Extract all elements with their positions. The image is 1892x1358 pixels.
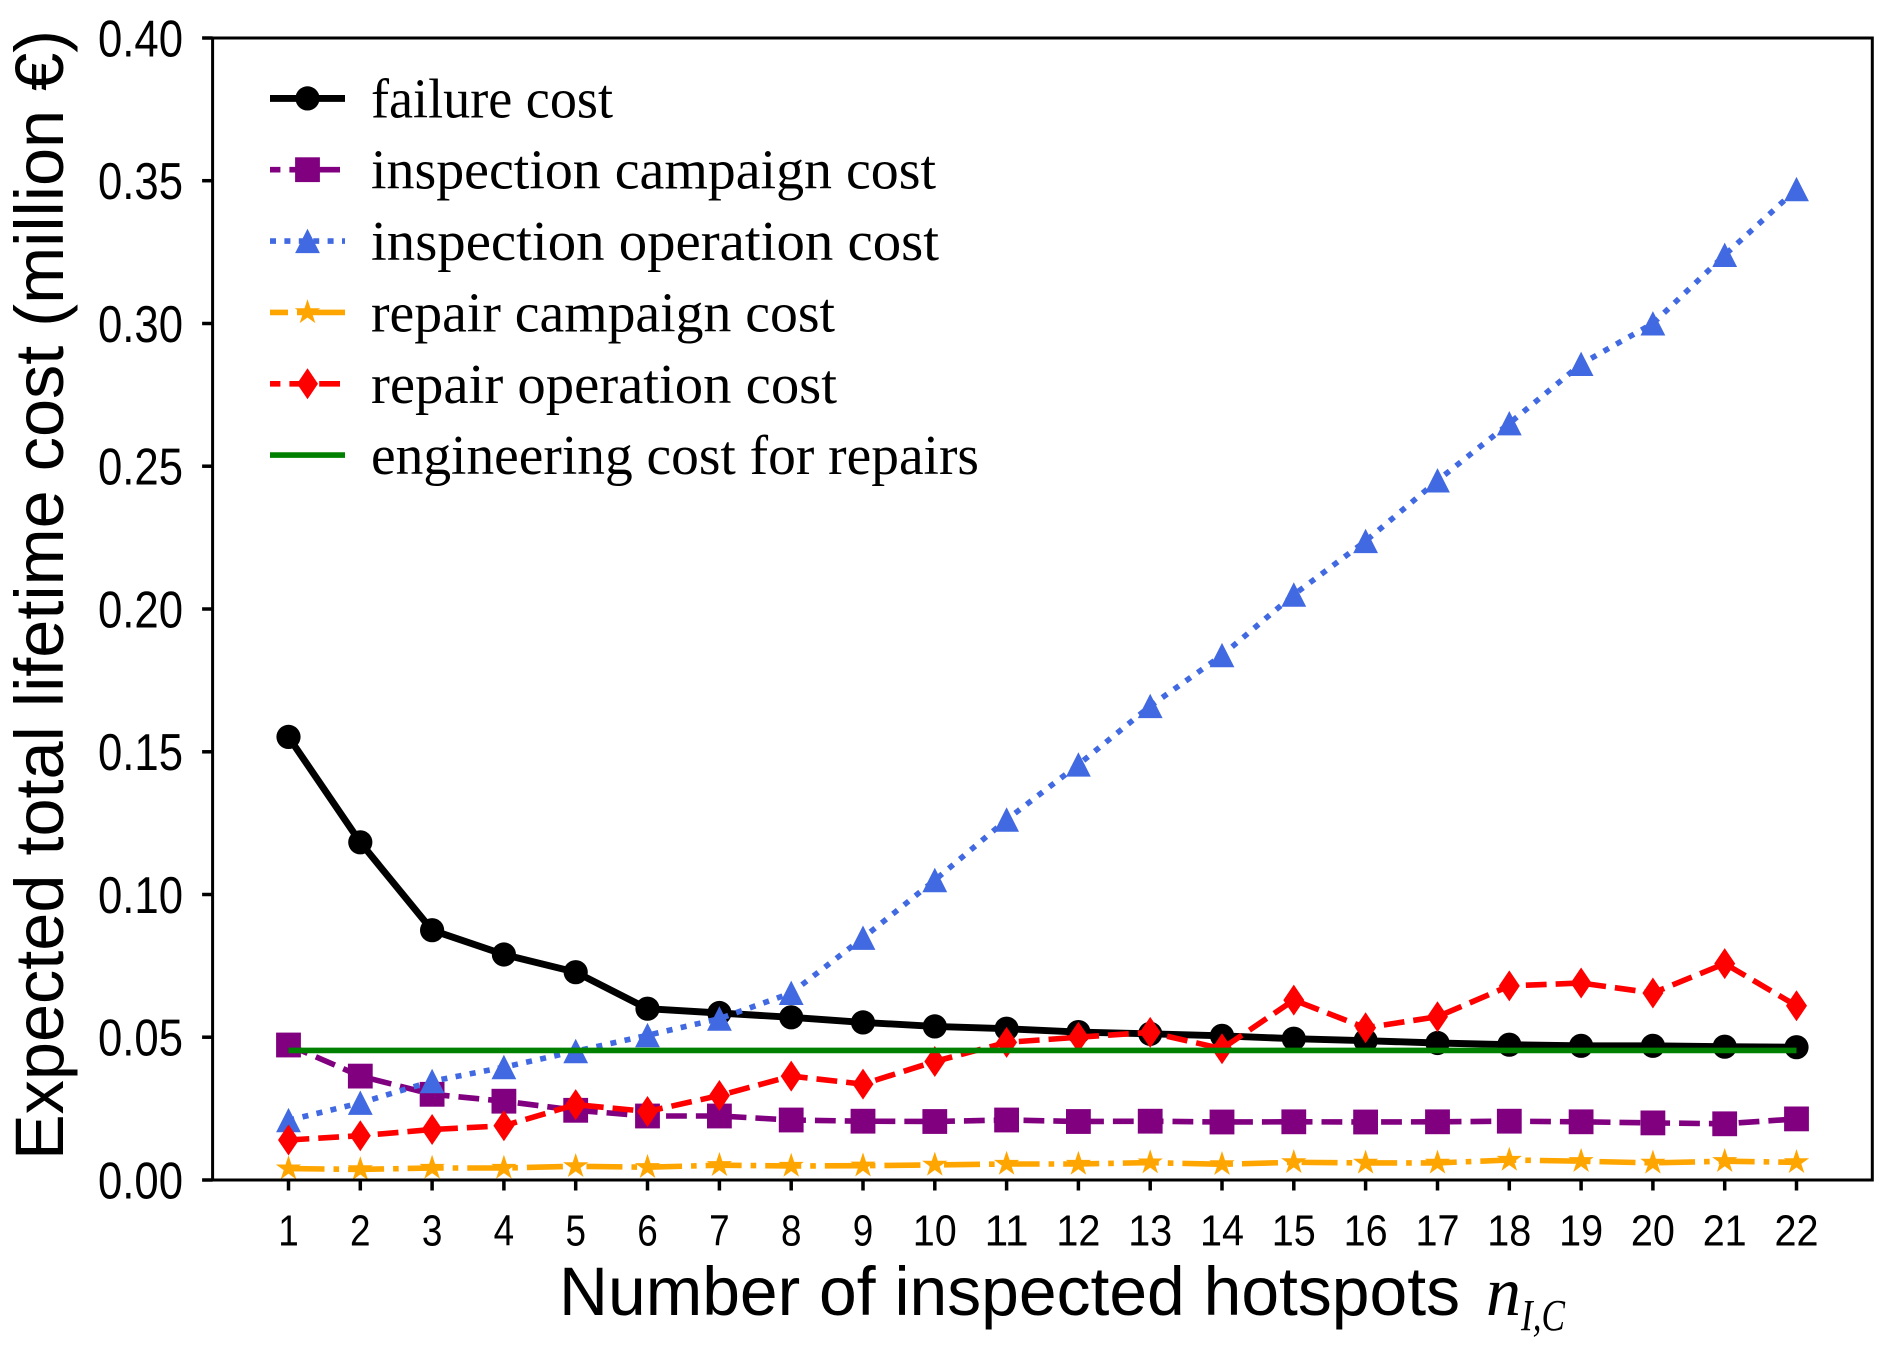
svg-text:0.40: 0.40: [98, 9, 183, 67]
svg-text:20: 20: [1631, 1207, 1675, 1256]
svg-text:12: 12: [1056, 1207, 1100, 1256]
svg-text:0.10: 0.10: [98, 866, 183, 924]
svg-text:I,C: I,C: [1520, 1291, 1565, 1340]
svg-text:0.15: 0.15: [98, 723, 183, 781]
svg-text:inspection campaign cost: inspection campaign cost: [371, 140, 936, 202]
svg-text:8: 8: [781, 1207, 802, 1256]
svg-text:inspection operation cost: inspection operation cost: [371, 211, 939, 273]
svg-text:9: 9: [853, 1207, 874, 1256]
svg-text:14: 14: [1200, 1207, 1244, 1256]
svg-text:18: 18: [1487, 1207, 1531, 1256]
svg-text:19: 19: [1559, 1207, 1603, 1256]
svg-text:0.05: 0.05: [98, 1009, 183, 1067]
svg-text:n: n: [1486, 1254, 1521, 1331]
svg-text:repair operation cost: repair operation cost: [371, 354, 837, 416]
svg-text:16: 16: [1344, 1207, 1388, 1256]
svg-text:7: 7: [709, 1207, 730, 1256]
svg-text:0.20: 0.20: [98, 580, 183, 638]
svg-text:5: 5: [565, 1207, 586, 1256]
svg-text:repair campaign cost: repair campaign cost: [371, 282, 835, 344]
svg-text:failure cost: failure cost: [371, 68, 613, 130]
svg-text:0.30: 0.30: [98, 295, 183, 353]
svg-text:10: 10: [913, 1207, 957, 1256]
svg-text:17: 17: [1416, 1207, 1460, 1256]
svg-text:15: 15: [1272, 1207, 1316, 1256]
svg-text:Number of inspected hotspots: Number of inspected hotspots: [559, 1253, 1460, 1330]
svg-text:11: 11: [985, 1207, 1029, 1256]
svg-text:3: 3: [422, 1207, 443, 1256]
svg-text:13: 13: [1128, 1207, 1172, 1256]
svg-text:0.25: 0.25: [98, 438, 183, 496]
svg-text:2: 2: [350, 1207, 371, 1256]
svg-text:0.00: 0.00: [98, 1151, 183, 1209]
svg-text:6: 6: [637, 1207, 658, 1256]
svg-text:4: 4: [494, 1207, 515, 1256]
svg-text:0.35: 0.35: [98, 152, 183, 210]
svg-text:engineering cost for repairs: engineering cost for repairs: [371, 425, 979, 487]
svg-text:21: 21: [1703, 1207, 1747, 1256]
svg-text:22: 22: [1775, 1207, 1819, 1256]
svg-text:1: 1: [278, 1207, 299, 1256]
svg-text:Expected total lifetime cost (: Expected total lifetime cost (million €): [1, 30, 78, 1160]
